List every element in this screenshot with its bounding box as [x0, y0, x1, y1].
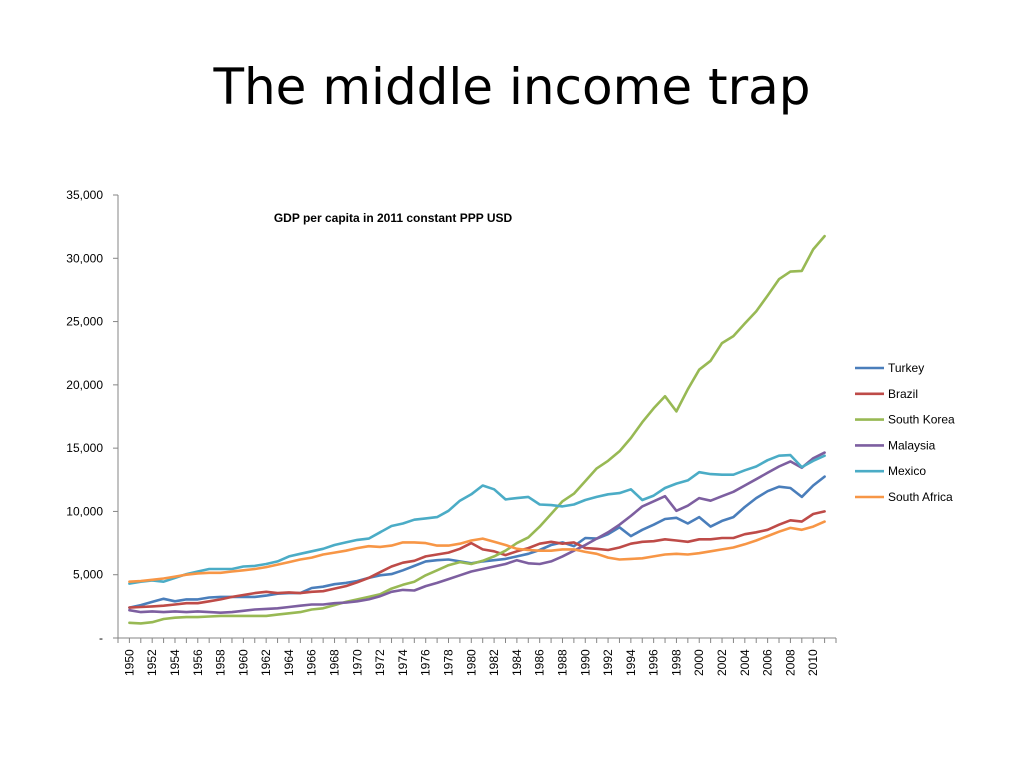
y-tick-label: 10,000: [66, 504, 103, 518]
x-tick-label: 1964: [282, 649, 296, 676]
chart-legend: Turkey Brazil South Korea Malaysia Mexico Sou…: [855, 361, 955, 504]
x-tick-label: 1954: [168, 649, 182, 676]
x-tick-label: 2000: [692, 649, 706, 676]
x-tick-label: 1978: [442, 649, 456, 676]
series-line-brazil: [128, 510, 826, 609]
legend-label-malaysia: Malaysia: [888, 438, 936, 452]
series-lines: [128, 234, 826, 625]
y-tick-label: -: [99, 631, 103, 645]
x-tick-label: 1982: [487, 649, 501, 676]
x-tick-label: 1950: [122, 649, 136, 676]
series-line-malaysia: [128, 451, 826, 615]
x-tick-label: 1956: [191, 649, 205, 676]
x-tick-label: 1962: [259, 649, 273, 676]
legend-label-mexico: Mexico: [888, 464, 926, 478]
x-tick-label: 1986: [533, 649, 547, 676]
x-tick-label: 1976: [419, 649, 433, 676]
x-tick-label: 1996: [647, 649, 661, 676]
x-tick-label: 2004: [738, 649, 752, 676]
y-tick-label: 20,000: [66, 378, 103, 392]
x-tick-label: 1992: [601, 649, 615, 676]
y-tick-label: 30,000: [66, 251, 103, 265]
x-tick-label: 1960: [236, 649, 250, 676]
x-tick-label: 1984: [510, 649, 524, 676]
x-tick-label: 2002: [715, 649, 729, 676]
series-line-south-africa: [128, 520, 826, 584]
x-tick-label: 1952: [145, 649, 159, 676]
legend-label-turkey: Turkey: [888, 361, 924, 375]
y-tick-label: 35,000: [66, 188, 103, 202]
x-tick-label: 2008: [783, 649, 797, 676]
x-tick-labels: 1950 1952 1954 1956 1958 1960 1962 1964 1966 1968…: [122, 649, 820, 676]
x-tick-label: 1988: [555, 649, 569, 676]
series-line-mexico: [128, 453, 826, 585]
x-tick-label: 1980: [464, 649, 478, 676]
chart-axes: [113, 194, 837, 643]
x-tick-label: 2010: [806, 649, 820, 676]
y-tick-label: 5,000: [73, 568, 103, 582]
y-tick-label: 15,000: [66, 441, 103, 455]
legend-label-south-africa: South Africa: [888, 490, 953, 504]
x-tick-label: 1958: [214, 649, 228, 676]
x-tick-label: 1994: [624, 649, 638, 676]
slide-title: The middle income trap: [213, 58, 811, 116]
legend-label-brazil: Brazil: [888, 387, 918, 401]
x-tick-label: 1972: [373, 649, 387, 676]
legend-label-south-korea: South Korea: [888, 413, 955, 427]
x-tick-label: 1970: [350, 649, 364, 676]
chart-title: GDP per capita in 2011 constant PPP USD: [274, 211, 513, 225]
x-tick-label: 2006: [761, 649, 775, 676]
series-line-south-korea: [128, 234, 826, 625]
x-tick-label: 1974: [396, 649, 410, 676]
x-tick-label: 1966: [305, 649, 319, 676]
x-tick-label: 1968: [328, 649, 342, 676]
x-tick-label: 1998: [669, 649, 683, 676]
x-tick-label: 1990: [578, 649, 592, 676]
y-tick-label: 25,000: [66, 315, 103, 329]
y-tick-labels: - 5,000 10,000 15,000 20,000 25,000 30,000 35,0…: [66, 188, 103, 645]
